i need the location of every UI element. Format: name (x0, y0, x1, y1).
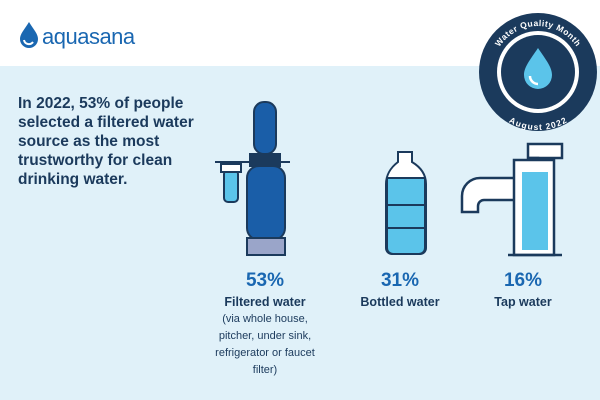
badge: Water Quality Month August 2022 (479, 13, 597, 132)
logo: aquasana (42, 24, 135, 49)
faucet-icon (460, 142, 564, 257)
background-band (0, 66, 600, 400)
label: Tap water (494, 295, 552, 309)
percent: 31% (380, 270, 420, 291)
bottle-icon (385, 151, 427, 255)
item: 16% Tap water (448, 270, 598, 309)
label: Filtered water (224, 295, 306, 309)
percent: 16% (503, 270, 543, 291)
filter-icon (215, 101, 290, 256)
item: 31% Bottled water (325, 270, 475, 309)
label: Bottled water (360, 295, 440, 309)
item: 53% Filtered water (via whole house, pit… (190, 270, 340, 379)
note: (via whole house, pitcher, under sink, r… (215, 313, 315, 376)
headline: In 2022, 53% of people selected a filter… (18, 95, 194, 188)
percent: 53% (245, 270, 285, 291)
